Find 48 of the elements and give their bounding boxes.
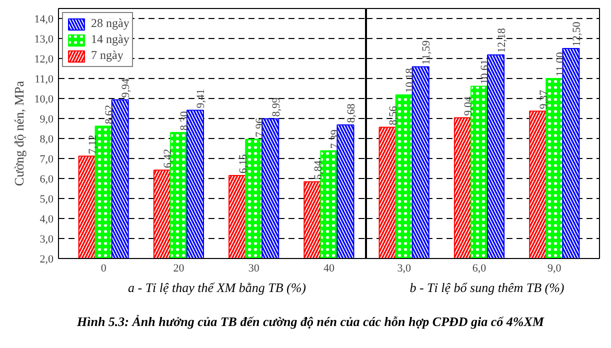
y-tick-label: 6,0	[40, 174, 54, 186]
data-label: 9,41	[195, 89, 208, 108]
data-label: 7,39	[328, 128, 341, 149]
data-label: 12,50	[570, 21, 583, 46]
data-label: 8,68	[345, 103, 358, 123]
data-label: 8,30	[178, 110, 191, 130]
legend-label: 7 ngày	[91, 48, 124, 63]
legend-label: 14 ngày	[91, 32, 130, 47]
y-tick-label: 8,0	[40, 134, 54, 146]
y-tick-label: 9,0	[40, 114, 54, 126]
text: Hình 5.3: Ảnh hưởng của TB đến cường độ nén của các hỗn hợp CPĐD gia cố 4%XM	[76, 313, 544, 331]
y-tick-label: 13,0	[34, 34, 54, 46]
x-tick-label: 6,0	[472, 262, 487, 274]
x-tick-label: 30	[248, 262, 260, 274]
y-axis-title: Cường độ nén, MPa	[11, 80, 26, 186]
y-tick-label: 2,0	[40, 254, 54, 266]
data-label: 11,59	[420, 40, 433, 65]
data-label: 6,15	[237, 154, 250, 174]
data-label: 11,00	[554, 52, 566, 76]
data-label: 7,96	[254, 118, 266, 138]
data-label: 9,04	[462, 96, 475, 116]
data-label: 7,12	[87, 134, 100, 154]
y-tick-label: 4,0	[40, 214, 54, 226]
data-label: 9,94	[120, 78, 132, 98]
data-label: 5,84	[312, 160, 324, 180]
data-label: 10,61	[479, 60, 492, 84]
legend-label: 28 ngày	[91, 16, 130, 31]
data-label: 12,18	[496, 28, 508, 53]
x-tick-label: 40	[323, 262, 335, 274]
y-tick-label: 7,0	[40, 154, 54, 166]
data-label: 6,42	[162, 148, 174, 168]
data-label: 8,56	[388, 106, 400, 126]
y-tick-label: 10,0	[34, 94, 54, 106]
x-axis-title: a - Tỉ lệ thay thế XM bằng TB (%)	[127, 279, 307, 297]
data-label: 8,99	[270, 96, 282, 117]
data-label: 8,62	[104, 104, 116, 124]
x-tick-label: 0	[100, 262, 107, 274]
y-tick-label: 14,0	[34, 14, 54, 26]
x-tick-label: 3,0	[397, 262, 412, 274]
y-tick-label: 11,0	[34, 74, 54, 86]
x-tick-label: 20	[173, 262, 185, 274]
data-label: 9,37	[538, 89, 550, 110]
y-tick-label: 12,0	[34, 54, 54, 66]
data-label: 10,18	[404, 68, 416, 93]
y-tick-label: 3,0	[40, 234, 54, 246]
x-axis-title: b - Tỉ lệ bổ sung thêm TB (%)	[408, 279, 566, 297]
x-tick-label: 9,0	[548, 262, 562, 274]
y-tick-label: 5,0	[40, 194, 54, 206]
